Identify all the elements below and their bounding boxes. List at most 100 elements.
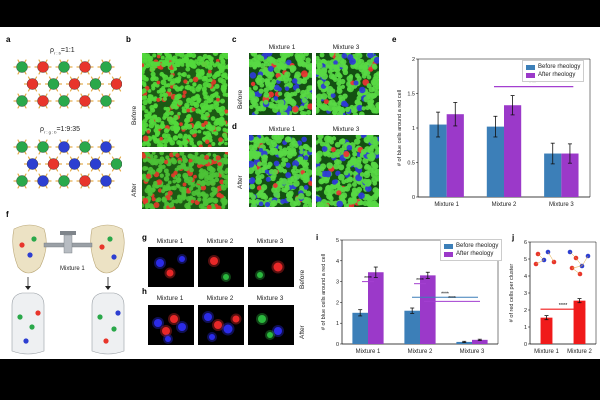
x-tick-label: Mixture 1 xyxy=(534,349,559,355)
cell-circle xyxy=(79,95,91,107)
y-tick-label: 3 xyxy=(336,280,339,286)
panel-label-g: g xyxy=(142,233,147,242)
significance-label: **** xyxy=(416,278,424,284)
bar xyxy=(540,317,553,344)
legend-e: Before rheology After rheology xyxy=(522,60,585,82)
micrograph-c-m3 xyxy=(316,53,379,115)
micrograph-b-before xyxy=(142,53,228,147)
col-label-g-m2: Mixture 2 xyxy=(206,238,234,245)
cluster-cell xyxy=(585,253,591,259)
legend-swatch-before-i xyxy=(444,243,453,249)
legend-label-before-i: Before rheology xyxy=(456,243,499,249)
y-tick-label: 4 xyxy=(524,274,527,280)
panel-label-j: j xyxy=(512,233,515,242)
left-bottle xyxy=(11,292,45,355)
x-tick-label: Mixture 1 xyxy=(356,349,381,355)
micrograph-b-after xyxy=(142,152,228,209)
micrograph-g-m3 xyxy=(248,247,294,287)
row-label-before-c: Before xyxy=(237,89,244,109)
cell-circle xyxy=(110,158,122,170)
y-tick-label: 5 xyxy=(524,257,527,263)
y-tick-label: 0.5 xyxy=(407,161,415,167)
y-tick-label: 1 xyxy=(336,321,339,327)
micrograph-h-m1 xyxy=(148,305,194,345)
bar xyxy=(456,341,472,344)
x-tick-label: Mixture 2 xyxy=(408,349,433,355)
bar xyxy=(429,124,447,197)
y-tick-label: 0 xyxy=(524,342,527,348)
bar xyxy=(573,300,586,344)
y-tick-label: 2 xyxy=(524,308,527,314)
panel-label-a: a xyxy=(6,35,11,44)
cell-dot xyxy=(107,236,113,242)
row-label-before-b: Before xyxy=(131,105,138,125)
cell-circle xyxy=(79,141,91,153)
y-axis-label: # of blue cells around a red cell xyxy=(397,90,403,166)
row-label-before-g: Before xyxy=(299,269,306,289)
cell-circle xyxy=(68,78,81,90)
bar xyxy=(404,310,420,344)
cell-dot xyxy=(103,338,109,344)
x-tick-label: Mixture 3 xyxy=(549,202,574,208)
cell-circle xyxy=(16,141,28,153)
bar xyxy=(368,272,384,344)
rheology-setup-diagram: Mixture 1 xyxy=(11,224,125,355)
cell-dot xyxy=(31,236,37,242)
panel-label-i: i xyxy=(316,233,319,242)
x-tick-label: Mixture 1 xyxy=(434,202,459,208)
cell-circle xyxy=(58,175,70,187)
row-label-after-d: After xyxy=(237,175,244,189)
cell-circle xyxy=(58,95,70,107)
col-label-g-m1: Mixture 1 xyxy=(156,238,184,245)
col-label-c-m1: Mixture 1 xyxy=(268,44,296,51)
panel-label-b: b xyxy=(126,35,131,44)
cell-circle xyxy=(16,95,28,107)
right-container-bag xyxy=(90,224,125,274)
cell-circle xyxy=(100,61,112,73)
bar xyxy=(504,105,522,197)
panel-label-d: d xyxy=(232,122,237,131)
col-label-h-m2: Mixture 2 xyxy=(206,295,234,302)
cell-circle xyxy=(79,61,91,73)
col-label-g-m3: Mixture 3 xyxy=(256,238,284,245)
cell-dot xyxy=(19,242,25,248)
cell-dot xyxy=(115,310,121,316)
ratio-1-label: ρr : b=1:1 xyxy=(50,47,75,56)
cell-circle xyxy=(89,158,102,170)
cell-dot xyxy=(27,252,33,258)
bar xyxy=(486,126,504,197)
significance-label: **** xyxy=(559,303,568,309)
cell-dot xyxy=(17,314,23,320)
x-tick-label: Mixture 2 xyxy=(492,202,517,208)
bar xyxy=(544,153,562,197)
y-tick-label: 1 xyxy=(412,126,415,132)
valve-icon xyxy=(63,234,73,254)
cell-dot xyxy=(97,314,103,320)
valve-label: Mixture 1 xyxy=(60,266,85,272)
chart-e: 0 0.5 1 1.5 2 # of blue cells around a red ce… xyxy=(397,57,591,208)
y-tick-label: 2 xyxy=(412,57,415,63)
cell-circle xyxy=(58,141,70,153)
cell-dot xyxy=(35,310,41,316)
cell-circle xyxy=(37,175,49,187)
significance-label: **** xyxy=(448,296,456,302)
y-tick-label: 0 xyxy=(412,195,415,201)
bar xyxy=(446,114,464,197)
legend-swatch-before xyxy=(526,64,535,70)
y-tick-label: 1.5 xyxy=(407,92,415,98)
micrograph-h-m3 xyxy=(248,305,294,345)
cell-circle xyxy=(47,78,60,90)
bar xyxy=(420,275,436,344)
cell-circle xyxy=(37,61,49,73)
legend-swatch-after-i xyxy=(444,251,453,257)
cell-dot xyxy=(29,324,35,330)
chart-j: 0 1 2 3 4 5 6 # of red cells per cluster Mixture… xyxy=(509,240,597,355)
cell-circle xyxy=(16,61,28,73)
col-label-d-m1: Mixture 1 xyxy=(268,126,296,133)
micrograph-c-m1 xyxy=(249,53,312,115)
col-label-d-m3: Mixture 3 xyxy=(332,126,360,133)
y-tick-label: 5 xyxy=(336,238,339,244)
cell-circle xyxy=(58,61,70,73)
chart-i: 0 1 2 3 4 5 # of blue cells around a red cell M… xyxy=(321,238,499,355)
panel-label-h: h xyxy=(142,287,147,296)
